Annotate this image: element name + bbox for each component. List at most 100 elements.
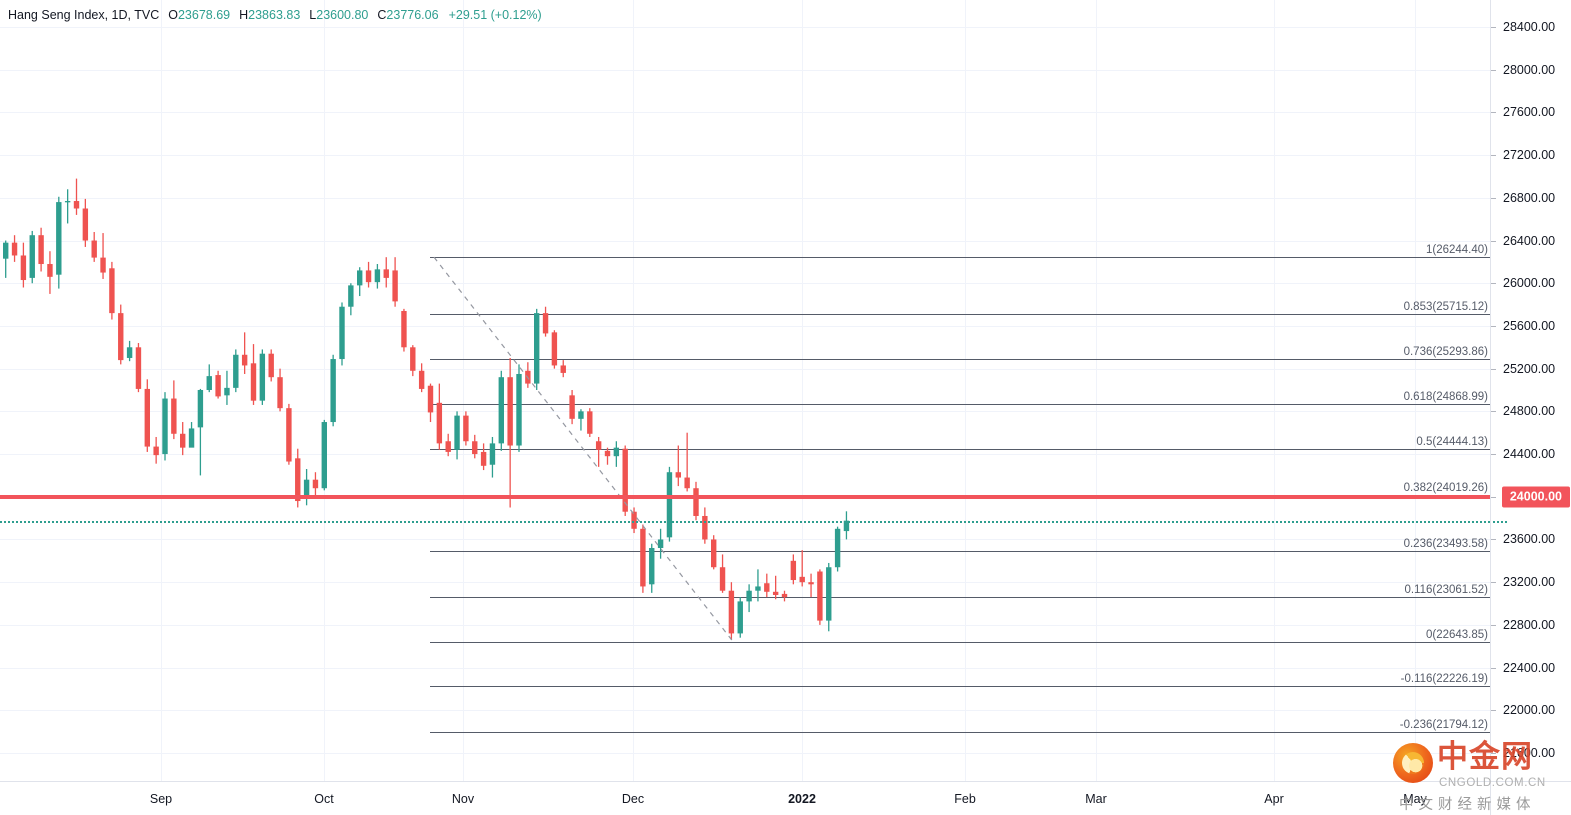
price-axis-stub — [1491, 112, 1496, 114]
grid-line-horizontal — [0, 283, 1490, 285]
price-level-line-24000[interactable] — [0, 494, 1490, 499]
fib-level-label: 0.736(25293.86) — [1403, 345, 1488, 358]
close-price-dotted-line — [0, 520, 1490, 523]
candle — [330, 354, 336, 427]
candle — [118, 304, 124, 365]
candle — [746, 584, 752, 613]
grid-line-vertical — [802, 0, 803, 781]
fib-level-label: -0.236(21794.12) — [1399, 719, 1488, 732]
fib-level-line[interactable] — [430, 596, 1490, 598]
fib-level-line[interactable] — [430, 257, 1490, 259]
candle — [29, 230, 35, 284]
cngold-watermark: 中金网 CNGOLD.COM.CN 中文财经新媒体 — [1393, 737, 1565, 815]
candle — [445, 433, 451, 457]
price-axis-stub — [1491, 496, 1496, 498]
price-axis-stub — [1491, 624, 1496, 626]
price-axis-stub — [1491, 539, 1496, 541]
grid-line-horizontal — [0, 197, 1490, 199]
price-axis-tick: 27600.00 — [1503, 105, 1556, 120]
grid-line-vertical — [965, 0, 966, 781]
grid-line-horizontal — [0, 155, 1490, 157]
price-axis-tick: 26800.00 — [1503, 190, 1556, 205]
price-axis-stub — [1491, 240, 1496, 242]
grid-line-horizontal — [0, 325, 1490, 327]
candle — [82, 198, 89, 247]
grid-line-horizontal — [0, 368, 1490, 370]
candle — [250, 344, 257, 405]
candle — [808, 573, 814, 598]
grid-line-horizontal — [0, 582, 1490, 584]
fib-level-label: 0.5(24444.13) — [1416, 436, 1488, 449]
price-axis-tick: 23200.00 — [1503, 575, 1556, 590]
candle — [569, 390, 575, 425]
price-axis-tick: 25600.00 — [1503, 318, 1556, 333]
candle — [180, 422, 186, 456]
candle — [454, 411, 460, 460]
price-axis-stub — [1491, 753, 1496, 754]
price-axis-tick: 21600.00 — [1503, 746, 1556, 760]
candle — [427, 383, 434, 423]
grid-line-vertical — [1096, 0, 1097, 781]
candle — [20, 242, 27, 288]
price-axis-tick: 23600.00 — [1503, 532, 1556, 547]
price-axis-stub — [1491, 69, 1496, 71]
fib-level-label: 0(22643.85) — [1425, 628, 1488, 641]
time-axis-tick: Oct — [314, 792, 334, 806]
candle — [498, 370, 504, 451]
candle — [383, 257, 389, 288]
candle — [73, 178, 80, 215]
legend-symbol[interactable]: Hang Seng Index, 1D, TVC — [8, 8, 160, 22]
fib-level-label: 0.236(23493.58) — [1403, 537, 1488, 550]
fib-level-line[interactable] — [430, 313, 1490, 315]
candle — [622, 445, 628, 516]
plot-area[interactable]: 1(26244.40) 0.853(25715.12) 0.736(25293.86… — [0, 0, 1490, 781]
price-axis-stub — [1491, 368, 1496, 370]
candle — [719, 554, 726, 593]
candle — [206, 364, 212, 393]
candle — [843, 511, 850, 540]
candle — [144, 379, 150, 452]
candle — [348, 283, 354, 316]
candle — [303, 469, 310, 506]
candle — [64, 189, 71, 224]
price-axis-tick: 28400.00 — [1503, 20, 1556, 34]
price-axis-tick: 28000.00 — [1503, 62, 1556, 77]
candle — [834, 526, 841, 572]
candle — [286, 403, 292, 465]
candle — [693, 481, 699, 521]
fib-level-line[interactable] — [430, 641, 1490, 643]
candle — [109, 261, 115, 320]
time-axis-tick: May — [1403, 792, 1427, 806]
fib-level-label: 0.853(25715.12) — [1403, 300, 1488, 313]
candle — [241, 332, 248, 374]
legend-close-label: C — [377, 8, 387, 22]
fib-level-line[interactable] — [430, 403, 1490, 405]
price-axis-tick: 25200.00 — [1503, 361, 1556, 376]
grid-line-horizontal — [0, 411, 1490, 413]
grid-line-horizontal — [0, 454, 1490, 456]
fib-level-line[interactable] — [430, 358, 1490, 360]
fib-level-line[interactable] — [430, 449, 1490, 451]
fib-level-line[interactable] — [430, 686, 1490, 688]
candle — [613, 441, 620, 467]
time-axis-tick: Sep — [149, 792, 173, 806]
candle — [436, 383, 443, 450]
grid-line-horizontal — [0, 240, 1490, 242]
candle — [728, 582, 735, 640]
price-axis-tick: 22400.00 — [1503, 660, 1556, 675]
price-axis-stub — [1491, 155, 1496, 157]
candle — [3, 240, 9, 278]
time-axis[interactable]: Sep Oct Nov Dec 2022 Feb Mar Apr May — [0, 781, 1490, 815]
price-axis-stub — [1491, 710, 1496, 712]
fib-level-line[interactable] — [430, 550, 1490, 552]
price-axis[interactable]: 28400.00 28000.00 27600.00 27200.00 26800.00… — [1490, 0, 1571, 781]
last-price-badge[interactable]: 24000.00 — [1501, 486, 1570, 508]
price-axis-stub — [1491, 27, 1496, 28]
candle — [711, 535, 717, 570]
candle — [153, 436, 159, 464]
time-axis-tick: 2022 — [788, 792, 816, 806]
price-axis-tick: 24400.00 — [1503, 447, 1556, 462]
candle — [649, 543, 655, 593]
fib-level-line[interactable] — [430, 732, 1490, 734]
grid-line-horizontal — [0, 112, 1490, 114]
